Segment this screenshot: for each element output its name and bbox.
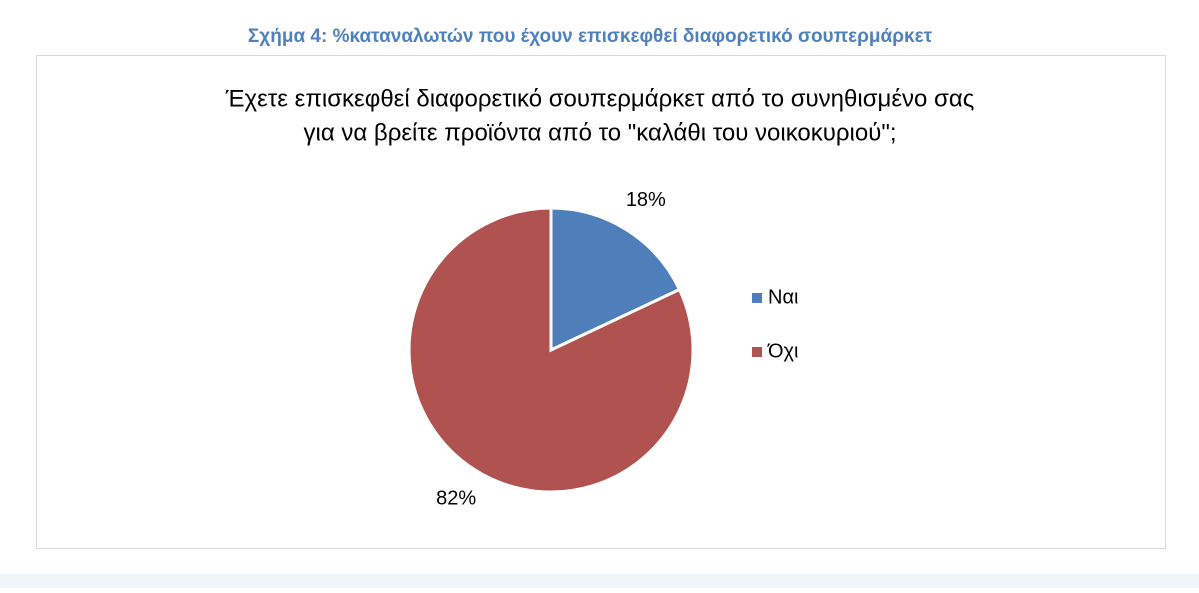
pie-slice — [407, 206, 695, 494]
chart-title: για να βρείτε προϊόντα από το "καλάθι το… — [303, 119, 896, 146]
legend-swatch — [752, 347, 762, 357]
chart-title: Έχετε επισκεφθεί διαφορετικό σουπερμάρκε… — [225, 85, 975, 112]
page-strip — [0, 574, 1199, 588]
legend-swatch — [752, 293, 762, 303]
data-label: 82% — [436, 488, 476, 510]
legend-label: Ναι — [768, 286, 798, 308]
legend-label: Όχι — [767, 340, 798, 362]
figure-caption: Σχήμα 4: %καταναλωτών που έχουν επισκεφθ… — [248, 26, 933, 47]
pie-slice — [549, 206, 682, 353]
data-label: 18% — [626, 189, 666, 211]
